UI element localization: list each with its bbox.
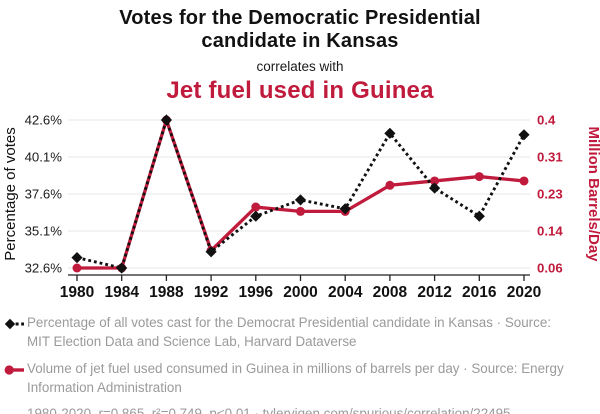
right-axis-tick-label: 0.31 [537, 150, 563, 165]
legend-text-votes: Percentage of all votes cast for the Dem… [27, 315, 552, 349]
x-tick-label: 2016 [462, 284, 497, 301]
right-axis-tick-label: 0.06 [537, 261, 563, 276]
right-axis-tick-label: 0.14 [537, 224, 563, 239]
right-axis-tick-label: 0.4 [537, 113, 556, 128]
diamond-dashed-marker-icon [4, 319, 24, 330]
legend-text-jetfuel: Volume of jet fuel used consumed in Guin… [27, 361, 564, 395]
data-point-circle [72, 263, 82, 273]
x-tick-label: 1988 [149, 284, 184, 301]
x-tick-label: 1980 [60, 284, 94, 301]
data-point-circle [251, 202, 261, 212]
left-axis-title: Percentage of votes [2, 128, 19, 261]
stats-footer: 1980-2020, r=0.865, r²=0.749, p<0.01 · t… [27, 406, 511, 414]
data-point-circle [296, 207, 305, 217]
data-point-circle [430, 176, 440, 186]
data-point-diamond [339, 203, 351, 215]
right-axis-tick-label: 0.23 [537, 187, 563, 202]
chart-header: Votes for the Democratic Presidential ca… [0, 0, 600, 105]
x-tick-label: 1992 [194, 284, 228, 301]
x-tick-label: 2004 [328, 284, 363, 301]
x-tick-label: 2000 [283, 284, 317, 301]
left-axis-tick-label: 40.1% [25, 150, 63, 165]
x-tick-label: 2020 [507, 284, 541, 301]
legend-item-votes: Percentage of all votes cast for the Dem… [4, 314, 594, 351]
data-point-diamond [294, 194, 307, 206]
data-point-diamond [473, 210, 485, 223]
x-tick-label: 2012 [417, 284, 451, 301]
legend-item-jetfuel: Volume of jet fuel used consumed in Guin… [4, 360, 594, 397]
right-axis-title: Million Barrels/Day [585, 127, 600, 263]
circle-solid-marker-icon [4, 365, 24, 375]
data-point-circle [474, 172, 484, 182]
left-axis-tick-label: 42.6% [25, 113, 63, 128]
page-title: Votes for the Democratic Presidential ca… [119, 7, 481, 53]
legend: Percentage of all votes cast for the Dem… [0, 311, 600, 414]
data-point-diamond [429, 182, 441, 195]
data-point-diamond [71, 252, 83, 264]
x-tick-label: 2008 [373, 284, 408, 301]
data-point-diamond [518, 129, 530, 141]
data-point-circle [519, 176, 529, 186]
data-point-diamond [116, 262, 128, 274]
data-point-circle [385, 181, 395, 191]
chart-subtitle: Jet fuel used in Guinea [166, 77, 434, 105]
correlates-with-label: correlates with [256, 59, 344, 75]
left-axis-tick-label: 35.1% [25, 224, 63, 239]
data-point-diamond [160, 114, 172, 126]
line-chart: 1980 1984 1988 1992 1996 2000 2004 2008 2012 2016… [2, 113, 600, 302]
data-point-diamond [250, 210, 262, 223]
x-tick-label: 1984 [104, 284, 139, 301]
data-point-diamond [384, 128, 396, 140]
chart-area: 1980 1984 1988 1992 1996 2000 2004 2008 2012 2016… [0, 106, 600, 311]
x-tick-label: 1996 [239, 284, 274, 301]
left-axis-tick-label: 37.6% [25, 187, 63, 202]
left-axis-tick-label: 32.6% [25, 261, 63, 276]
data-point-diamond [205, 246, 217, 258]
